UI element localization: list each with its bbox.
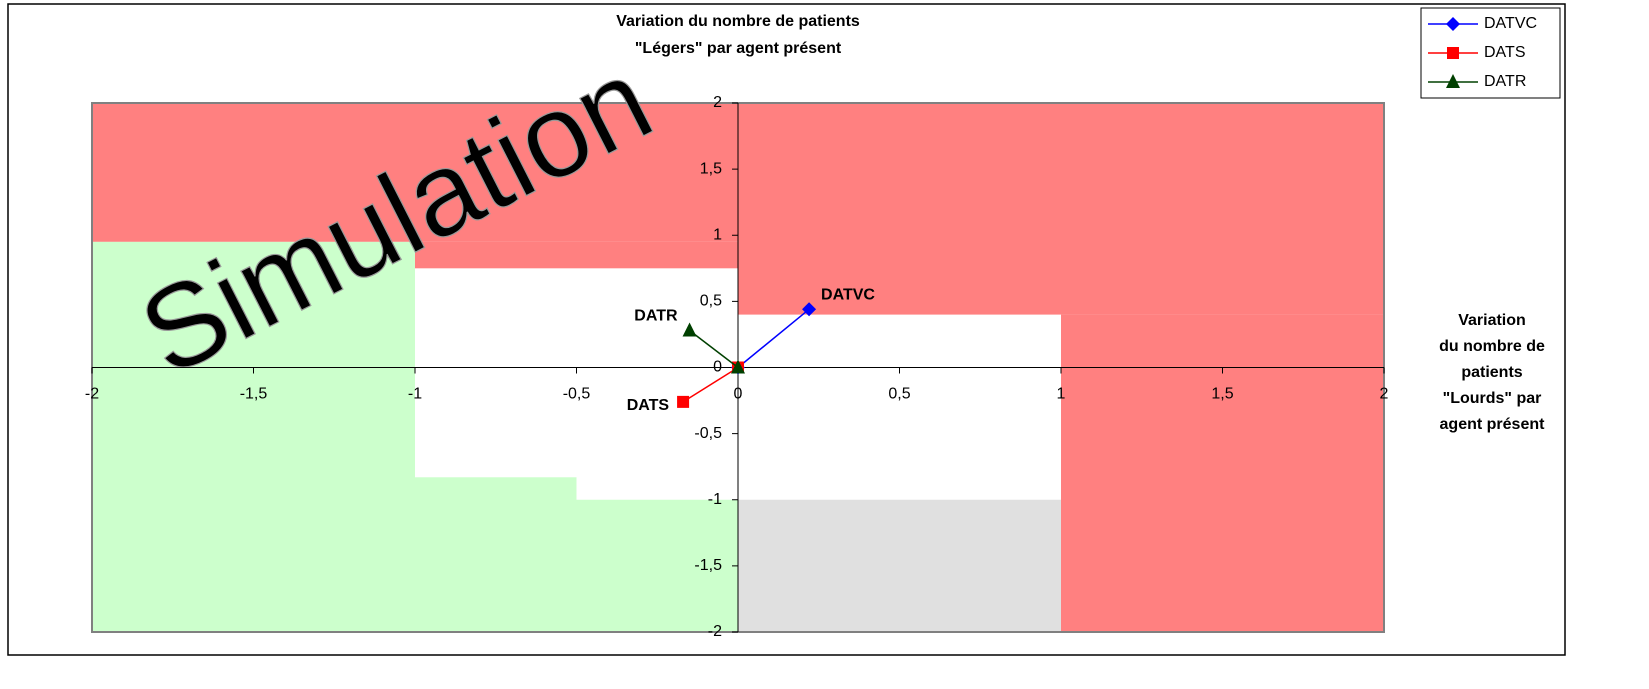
y-tick-label: 2: [713, 94, 722, 111]
x-axis-title: "Lourds" par: [1443, 390, 1542, 407]
series-line: [682, 366, 739, 403]
data-label: DATVC: [821, 287, 875, 304]
marker: [731, 359, 745, 374]
y-tick-label: -0,5: [694, 425, 722, 442]
legend-label: DATR: [1484, 73, 1526, 90]
zone: [92, 241, 415, 633]
marker: [802, 302, 817, 317]
x-axis-title: agent présent: [1440, 416, 1546, 433]
marker: [682, 322, 697, 337]
y-tick-label: 0: [713, 359, 722, 376]
marker: [1446, 74, 1460, 88]
marker: [1446, 17, 1460, 31]
data-label: DATR: [634, 308, 678, 325]
x-axis-title: du nombre de: [1439, 338, 1545, 355]
series-line: [689, 329, 739, 369]
y-tick-label: -1,5: [694, 557, 722, 574]
zone: [415, 477, 577, 632]
x-tick-label: 0: [734, 386, 743, 403]
zone: [1061, 314, 1384, 632]
y-tick-label: 1: [713, 226, 722, 243]
zone: [92, 103, 738, 242]
series-line: [737, 308, 810, 369]
x-tick-label: 2: [1380, 386, 1389, 403]
y-tick-label: -1: [708, 491, 722, 508]
y-tick-label: -2: [708, 623, 722, 640]
zone: [415, 241, 738, 269]
x-axis-title: Variation: [1458, 312, 1526, 329]
x-tick-label: -0,5: [563, 386, 591, 403]
zone: [576, 499, 738, 632]
data-label: DATS: [627, 397, 670, 414]
legend-label: DATS: [1484, 44, 1525, 61]
zone: [738, 499, 1061, 632]
x-axis-title: patients: [1461, 364, 1522, 381]
x-tick-label: 0,5: [888, 386, 910, 403]
marker: [677, 395, 690, 408]
chart-title: "Légers" par agent présent: [635, 40, 842, 57]
legend-label: DATVC: [1484, 15, 1537, 32]
chart-title: Variation du nombre de patients: [616, 13, 860, 30]
x-tick-label: 1,5: [1211, 386, 1233, 403]
x-tick-label: -2: [85, 386, 99, 403]
marker: [1447, 47, 1459, 59]
y-tick-label: 1,5: [700, 160, 722, 177]
x-tick-label: -1,5: [240, 386, 268, 403]
x-tick-label: 1: [1057, 386, 1066, 403]
x-tick-label: -1: [408, 386, 422, 403]
zone: [738, 103, 1384, 315]
y-tick-label: 0,5: [700, 293, 722, 310]
